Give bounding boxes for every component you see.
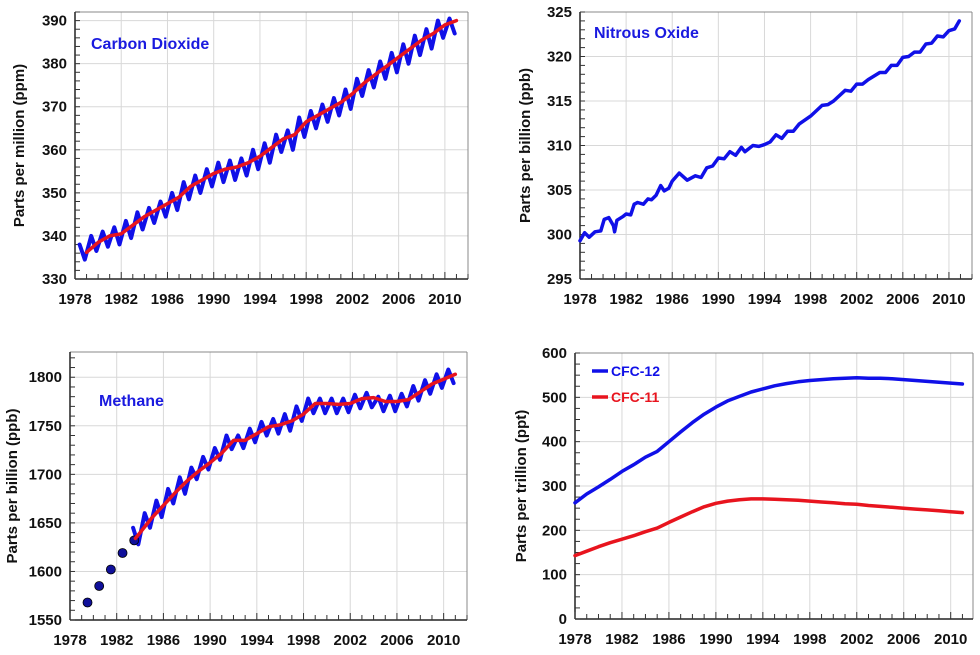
x-tick-label: 1998 [794, 291, 827, 308]
x-tick-label: 1982 [100, 632, 133, 649]
y-tick-label: 320 [547, 49, 572, 66]
seasonal-series-line [131, 367, 456, 547]
series-line-cfc-11 [573, 497, 965, 558]
y-tick-label: 305 [547, 182, 572, 199]
y-tick-label: 300 [547, 227, 572, 244]
y-tick-label: 330 [42, 271, 67, 288]
x-tick-label: 2006 [382, 291, 415, 308]
y-tick-label: 400 [542, 434, 567, 451]
legend-label: CFC-12 [611, 363, 660, 379]
x-tick-label: 1986 [147, 632, 180, 649]
y-tick-label: 325 [547, 4, 572, 21]
chart-title: Nitrous Oxide [594, 25, 699, 42]
y-tick-label: 1600 [29, 563, 62, 580]
x-tick-label: 2006 [380, 632, 413, 649]
x-tick-label: 2010 [932, 291, 965, 308]
x-tick-label: 1990 [197, 291, 230, 308]
x-tick-label: 1998 [287, 632, 320, 649]
series-line [578, 19, 962, 243]
y-axis-label: Parts per billion (ppb) [4, 408, 21, 563]
y-tick-label: 100 [542, 567, 567, 584]
y-tick-label: 1700 [29, 466, 62, 483]
x-tick-label: 1978 [53, 632, 86, 649]
x-tick-label: 1994 [746, 631, 780, 648]
y-tick-label: 1550 [29, 612, 62, 629]
y-tick-label: 300 [542, 478, 567, 495]
x-tick-label: 2006 [886, 291, 919, 308]
x-tick-label: 2010 [428, 291, 461, 308]
x-tick-label: 1986 [656, 291, 689, 308]
y-tick-label: 350 [42, 185, 67, 202]
panel-n2o: 1978 1982 1986 1990 1994 1998 2002 2006 2010 295 3… [517, 4, 973, 308]
x-tick-label: 2010 [427, 632, 460, 649]
x-tick-label: 1982 [605, 631, 638, 648]
x-tick-label: 1994 [243, 291, 277, 308]
chart-title: Methane [99, 393, 164, 410]
y-tick-label: 295 [547, 271, 572, 288]
y-tick-label: 310 [547, 138, 572, 155]
x-tick-label: 1998 [793, 631, 826, 648]
data-point [105, 564, 116, 575]
x-tick-label: 1978 [58, 291, 91, 308]
x-tick-label: 1986 [652, 631, 685, 648]
x-tick-label: 1998 [289, 291, 322, 308]
x-tick-label: 1978 [558, 631, 591, 648]
y-tick-label: 600 [542, 345, 567, 362]
data-point [82, 597, 93, 608]
x-tick-label: 1982 [105, 291, 138, 308]
x-tick-label: 1990 [702, 291, 735, 308]
panel-cfc: 1978 1982 1986 1990 1994 1998 2002 2006 2010 0 100… [513, 345, 974, 648]
x-tick-label: 1986 [151, 291, 184, 308]
trend-line [84, 18, 459, 255]
panel-co2: 1978 1982 1986 1990 1994 1998 2002 2006 2010 330 3… [11, 11, 469, 308]
y-tick-label: 500 [542, 389, 567, 406]
y-tick-label: 0 [559, 611, 567, 628]
y-tick-label: 315 [547, 93, 572, 110]
x-tick-label: 2006 [887, 631, 920, 648]
x-tick-label: 1978 [563, 291, 596, 308]
x-tick-label: 1990 [699, 631, 732, 648]
y-tick-label: 340 [42, 228, 67, 245]
x-tick-label: 2010 [934, 631, 967, 648]
y-tick-label: 1750 [29, 418, 62, 435]
x-tick-label: 2002 [840, 291, 873, 308]
y-tick-label: 1800 [29, 369, 62, 386]
x-tick-label: 1982 [609, 291, 642, 308]
legend-label: CFC-11 [611, 389, 659, 405]
chart-title: Carbon Dioxide [91, 36, 209, 53]
y-tick-label: 380 [42, 56, 67, 73]
y-tick-label: 370 [42, 99, 67, 116]
y-tick-label: 390 [42, 13, 67, 30]
x-tick-label: 1994 [748, 291, 782, 308]
y-axis-label: Parts per million (ppm) [11, 64, 28, 227]
y-axis-label: Parts per billion (ppb) [517, 68, 534, 223]
y-tick-label: 1650 [29, 515, 62, 532]
series-line-cfc-12 [573, 376, 965, 505]
x-tick-label: 2002 [840, 631, 873, 648]
x-tick-label: 2002 [336, 291, 369, 308]
panel-ch4: 1978 1982 1986 1990 1994 1998 2002 2006 2010 1550… [4, 351, 468, 649]
y-tick-label: 360 [42, 142, 67, 159]
y-axis-label: Parts per trillion (ppt) [513, 410, 530, 563]
x-tick-label: 1994 [240, 632, 274, 649]
x-tick-label: 2002 [334, 632, 367, 649]
x-tick-label: 1990 [193, 632, 226, 649]
data-point [94, 581, 105, 591]
y-tick-label: 200 [542, 522, 567, 539]
trend-line [133, 372, 458, 541]
data-point [117, 548, 128, 558]
